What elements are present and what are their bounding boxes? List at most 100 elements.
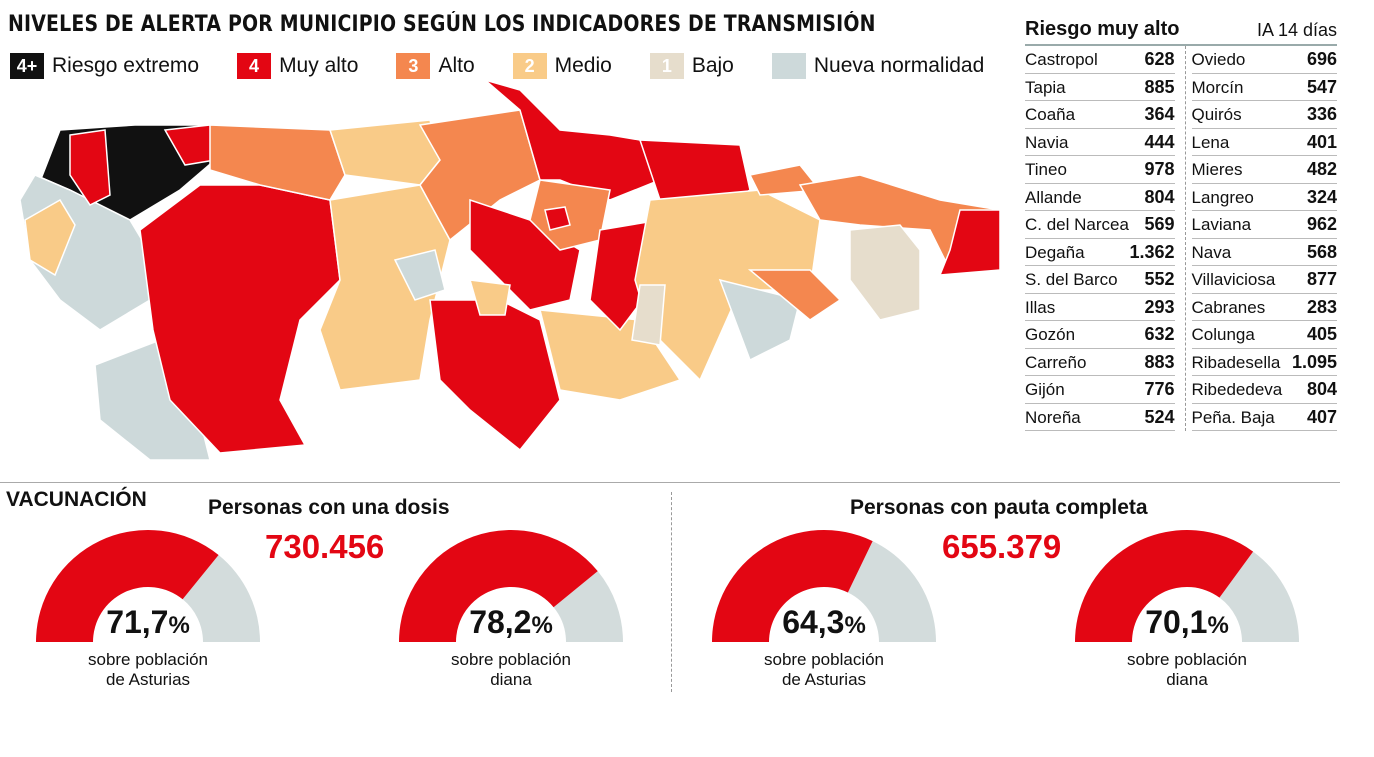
municipality-region: [139, 184, 341, 454]
table-row: Quirós 336: [1191, 101, 1337, 129]
incidence-value: 1.095: [1291, 351, 1337, 372]
gauge-remainder: [1219, 551, 1299, 642]
gauge-value: 78,2: [469, 604, 532, 640]
legend: 4+ Riesgo extremo 4 Muy alto 3 Alto 2 Medio …: [10, 53, 984, 79]
asturias-municipality-map: [19, 79, 1001, 461]
municipality-name: Lena: [1191, 132, 1230, 152]
municipality-region: [69, 129, 111, 206]
municipality-region: [24, 198, 76, 277]
incidence-value: 776: [1144, 379, 1175, 399]
caption-line: de Asturias: [781, 670, 867, 689]
incidence-value: 883: [1144, 351, 1175, 372]
legend-swatch: 4: [237, 53, 272, 79]
municipality-region: [849, 224, 921, 321]
municipality-name: Villaviciosa: [1191, 270, 1276, 289]
municipality-name: Ribadesella: [1191, 352, 1281, 372]
gauge-caption: sobre población diana: [1087, 650, 1287, 690]
gauge-remainder: [847, 541, 936, 642]
municipality-region: [631, 284, 666, 346]
table-row: Villaviciosa 877: [1191, 266, 1337, 294]
municipality-name: Navia: [1025, 132, 1069, 152]
incidence-value: 804: [1144, 186, 1175, 207]
percent-sign: %: [844, 612, 866, 639]
incidence-value: 978: [1144, 159, 1175, 179]
table-row: Noreña 524: [1025, 404, 1175, 431]
municipality-name: Mieres: [1191, 160, 1243, 179]
incidence-value: 524: [1144, 406, 1175, 427]
caption-line: diana: [1166, 670, 1208, 689]
table-row: Coaña 364: [1025, 101, 1175, 129]
high-risk-table: Riesgo muy alto IA 14 días Castropol 628 Ta…: [1025, 18, 1337, 431]
incidence-value: 632: [1144, 324, 1175, 344]
table-row: Allande 804: [1025, 184, 1175, 211]
municipality-name: Carreño: [1025, 352, 1087, 372]
municipality-name: Langreo: [1191, 187, 1254, 207]
caption-line: sobre población: [763, 650, 885, 669]
legend-label: Muy alto: [279, 54, 359, 77]
gauge-fill: [36, 530, 219, 642]
gauge-fill: [712, 529, 873, 642]
gauge-remainder: [182, 555, 260, 642]
incidence-value: 552: [1144, 269, 1175, 289]
legend-label: Alto: [438, 54, 475, 77]
gauge-value: 71,7: [106, 604, 169, 640]
legend-label: Bajo: [691, 54, 734, 77]
table-row: Degaña 1.362: [1025, 239, 1175, 266]
table-row: Peña. Baja 407: [1191, 404, 1337, 431]
table-row: Carreño 883: [1025, 349, 1175, 376]
gauge-value: 64,3: [782, 604, 845, 640]
incidence-value: 628: [1144, 49, 1175, 69]
incidence-value: 962: [1306, 214, 1337, 234]
incidence-value: 401: [1306, 131, 1337, 152]
incidence-value: 364: [1144, 104, 1175, 124]
municipality-name: Noreña: [1025, 407, 1081, 427]
table-row: S. del Barco 552: [1025, 266, 1175, 294]
legend-swatch: 4+: [10, 53, 44, 79]
incidence-value: 407: [1306, 406, 1337, 427]
table-row: Gijón 776: [1025, 376, 1175, 404]
municipality-name: Gijón: [1025, 380, 1065, 399]
full-dose-total: 655.379: [942, 528, 1062, 565]
one-dose-title: Personas con una dosis: [208, 496, 450, 519]
municipality-name: Oviedo: [1191, 50, 1246, 69]
table-row: Oviedo 696: [1191, 46, 1337, 74]
incidence-value: 444: [1144, 131, 1175, 152]
incidence-value: 547: [1306, 76, 1337, 97]
table-row: Tineo 978: [1025, 156, 1175, 184]
municipality-name: S. del Barco: [1025, 270, 1118, 289]
legend-item: 4+ Riesgo extremo: [10, 53, 199, 79]
gauge-caption: sobre población diana: [411, 650, 611, 690]
table-row: Mieres 482: [1191, 156, 1337, 184]
municipality-name: Gozón: [1025, 325, 1076, 344]
vaccination-gauges: [36, 529, 1299, 642]
municipality-name: C. del Narcea: [1025, 215, 1129, 234]
incidence-value: 293: [1144, 296, 1175, 317]
municipality-name: Degaña: [1025, 242, 1085, 262]
table-row: Laviana 962: [1191, 211, 1337, 239]
percent-sign: %: [531, 612, 553, 639]
incidence-value: 804: [1306, 379, 1337, 399]
incidence-value: 482: [1306, 159, 1337, 179]
municipality-name: Morcín: [1191, 77, 1244, 97]
incidence-value: 1.362: [1129, 241, 1175, 262]
table-row: Illas 293: [1025, 294, 1175, 321]
municipality-region: [429, 299, 561, 452]
legend-swatch: 3: [396, 53, 431, 79]
municipality-region: [747, 269, 842, 321]
municipality-name: Cabranes: [1191, 297, 1266, 317]
column-divider: [671, 492, 672, 692]
table-row: Colunga 405: [1191, 321, 1337, 349]
table-row: Ribededeva 804: [1191, 376, 1337, 404]
table-row: Morcín 547: [1191, 74, 1337, 101]
incidence-value: 283: [1306, 296, 1337, 317]
vaccination-title: VACUNACIÓN: [6, 488, 147, 511]
municipality-name: Ribededeva: [1191, 380, 1283, 399]
gauge-percentage: 78,2%: [441, 604, 581, 641]
table-row: Tapia 885: [1025, 74, 1175, 101]
incidence-value: 696: [1306, 49, 1337, 69]
legend-swatch: [771, 53, 806, 79]
municipality-name: Castropol: [1025, 50, 1098, 69]
municipality-name: Tapia: [1025, 77, 1066, 97]
caption-line: sobre población: [87, 650, 209, 669]
gauge-percentage: 70,1%: [1117, 604, 1257, 641]
